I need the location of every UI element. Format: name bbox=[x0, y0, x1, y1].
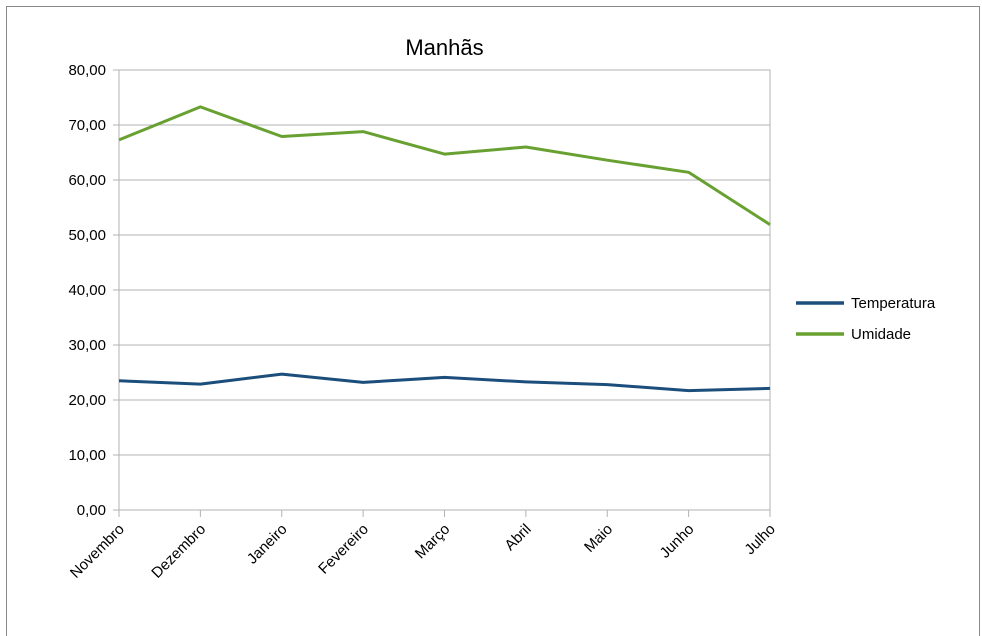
axes: 0,00 10,00 20,00 30,00 40,00 50,00 60,00 70,00 8… bbox=[67, 62, 779, 582]
y-tick-label: 30,00 bbox=[68, 337, 106, 354]
legend: Temperatura Umidade bbox=[796, 295, 936, 343]
y-tick-label: 70,00 bbox=[68, 117, 106, 134]
x-tick-label: Março bbox=[412, 521, 453, 562]
y-tick-label: 50,00 bbox=[68, 227, 106, 244]
y-tick-label: 20,00 bbox=[68, 392, 106, 409]
x-tick-label: Julho bbox=[741, 521, 778, 558]
chart-frame bbox=[6, 6, 980, 636]
y-tick-label: 10,00 bbox=[68, 447, 106, 464]
chart-title: Manhãs bbox=[405, 35, 483, 60]
series-line-temperatura bbox=[118, 372, 771, 393]
legend-label: Umidade bbox=[851, 326, 911, 343]
y-tick-label: 60,00 bbox=[68, 172, 106, 189]
series-line-umidade bbox=[118, 105, 771, 226]
y-tick-label: 40,00 bbox=[68, 282, 106, 299]
y-tick-label: 0,00 bbox=[77, 502, 106, 519]
x-tick-label: Dezembro bbox=[148, 521, 209, 582]
x-tick-label: Novembro bbox=[67, 521, 128, 582]
x-tick-label: Janeiro bbox=[244, 521, 291, 568]
x-tick-label: Fevereiro bbox=[315, 521, 372, 578]
x-tick-label: Junho bbox=[657, 521, 698, 562]
y-tick-label: 80,00 bbox=[68, 62, 106, 79]
x-tick-label: Abril bbox=[501, 521, 534, 554]
legend-label: Temperatura bbox=[851, 295, 936, 312]
series-lines bbox=[118, 105, 771, 393]
x-tick-label: Maio bbox=[581, 521, 616, 556]
grid-lines bbox=[119, 69, 770, 511]
